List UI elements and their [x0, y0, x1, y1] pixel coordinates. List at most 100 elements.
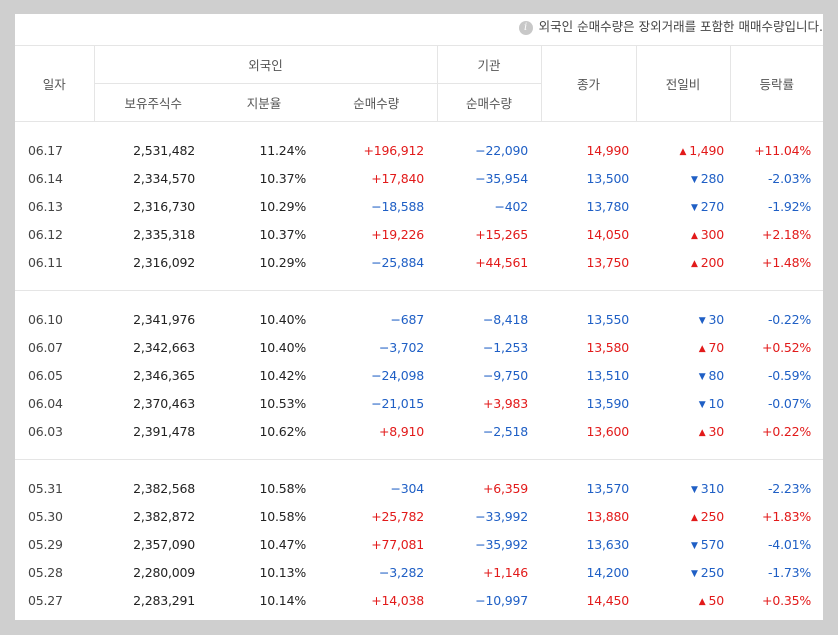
row-ratio: 10.58% — [259, 508, 307, 524]
row-holdings: 2,382,872 — [133, 508, 195, 524]
row-ratio: 10.40% — [259, 311, 307, 327]
row-diff-value: 310 — [700, 480, 725, 496]
row-diff-value: 80 — [708, 367, 725, 383]
triangle-down-icon: ▼ — [698, 315, 706, 326]
row-diff-value: 1,490 — [689, 142, 725, 158]
group-spacer — [15, 122, 823, 137]
row-holdings: 2,334,570 — [133, 170, 195, 186]
row-holdings: 2,335,318 — [133, 226, 195, 242]
row-inst-net: +3,983 — [482, 395, 529, 411]
row-diff: ▼ 250 — [636, 558, 730, 586]
table-row: 06.17 2,531,482 11.24% +196,912 −22,090 14,99… — [15, 136, 823, 164]
header-ratio: 지분율 — [212, 83, 316, 122]
table-row: 06.14 2,334,570 10.37% +17,840 −35,954 13,500… — [15, 164, 823, 192]
row-inst-net: −8,418 — [482, 311, 529, 327]
row-rate: +2.18% — [762, 226, 812, 242]
row-diff: ▲ 1,490 — [636, 136, 730, 164]
row-close: 14,200 — [586, 564, 630, 580]
row-rate: +0.22% — [762, 423, 812, 439]
row-holdings: 2,280,009 — [133, 564, 195, 580]
triangle-down-icon: ▼ — [691, 540, 698, 551]
header-foreign: 외국인 — [93, 45, 438, 84]
row-holdings: 2,531,482 — [133, 142, 195, 158]
row-diff: ▼ 30 — [636, 305, 730, 333]
row-holdings: 2,341,976 — [133, 311, 195, 327]
row-ratio: 10.29% — [259, 198, 307, 214]
row-rate: +0.52% — [762, 339, 812, 355]
row-ratio: 10.40% — [259, 339, 307, 355]
row-ratio: 10.13% — [259, 564, 307, 580]
triangle-up-icon: ▲ — [691, 512, 698, 523]
row-diff: ▼ 570 — [636, 530, 730, 558]
row-rate: +1.83% — [762, 508, 812, 524]
row-diff-value: 570 — [700, 536, 725, 552]
row-inst-net: +6,359 — [482, 480, 529, 496]
row-holdings: 2,382,568 — [133, 480, 195, 496]
row-inst-net: +1,146 — [482, 564, 529, 580]
row-date: 06.03 — [28, 423, 63, 439]
row-foreign-net: −25,884 — [371, 254, 425, 270]
row-foreign-net: +77,081 — [371, 536, 425, 552]
row-ratio: 11.24% — [259, 142, 307, 158]
investor-trading-panel: i 외국인 순매수량은 장외거래를 포함한 매매수량입니다. 일자 외국인 기관 … — [15, 14, 823, 620]
triangle-up-icon: ▲ — [698, 427, 706, 438]
row-holdings: 2,370,463 — [133, 395, 195, 411]
row-date: 06.12 — [28, 226, 63, 242]
row-date: 06.11 — [28, 254, 63, 270]
row-foreign-net: −21,015 — [371, 395, 425, 411]
row-close: 13,630 — [586, 536, 630, 552]
row-close: 13,780 — [586, 198, 630, 214]
row-diff: ▼ 310 — [636, 474, 730, 502]
row-diff: ▲ 200 — [636, 248, 730, 276]
row-ratio: 10.58% — [259, 480, 307, 496]
row-diff: ▲ 300 — [636, 220, 730, 248]
trading-table: 일자 외국인 기관 종가 전일비 등락률 보유주식수 지분율 순매수량 순매수량… — [15, 45, 823, 614]
row-foreign-net: +14,038 — [371, 592, 425, 608]
row-inst-net: −35,992 — [475, 536, 529, 552]
row-holdings: 2,316,730 — [133, 198, 195, 214]
row-close: 13,500 — [586, 170, 630, 186]
row-holdings: 2,357,090 — [133, 536, 195, 552]
triangle-down-icon: ▼ — [698, 399, 706, 410]
row-diff-value: 30 — [708, 311, 725, 327]
row-holdings: 2,283,291 — [133, 592, 195, 608]
row-close: 13,880 — [586, 508, 630, 524]
triangle-down-icon: ▼ — [691, 568, 698, 579]
row-date: 06.10 — [28, 311, 63, 327]
row-foreign-net: +25,782 — [371, 508, 425, 524]
notice-bar: i 외국인 순매수량은 장외거래를 포함한 매매수량입니다. — [518, 14, 823, 40]
row-date: 05.30 — [28, 508, 63, 524]
row-diff-value: 270 — [700, 198, 725, 214]
row-diff: ▲ 50 — [636, 586, 730, 614]
header-rate: 등락률 — [729, 45, 823, 122]
table-row: 06.05 2,346,365 10.42% −24,098 −9,750 13,510 ▼… — [15, 361, 823, 389]
row-close: 14,050 — [586, 226, 630, 242]
triangle-up-icon: ▲ — [691, 258, 698, 269]
row-diff-value: 300 — [700, 226, 725, 242]
row-close: 13,750 — [586, 254, 630, 270]
row-rate: +1.48% — [762, 254, 812, 270]
row-rate: -1.73% — [768, 564, 812, 580]
row-diff-value: 70 — [708, 339, 725, 355]
triangle-down-icon: ▼ — [691, 202, 698, 213]
row-diff: ▲ 250 — [636, 502, 730, 530]
row-diff: ▼ 280 — [636, 164, 730, 192]
row-rate: -4.01% — [768, 536, 812, 552]
info-icon[interactable]: i — [518, 21, 533, 35]
group-divider — [15, 276, 823, 291]
triangle-down-icon: ▼ — [691, 484, 698, 495]
row-diff: ▲ 30 — [636, 417, 730, 445]
row-rate: -0.22% — [768, 311, 812, 327]
row-diff-value: 250 — [700, 508, 725, 524]
table-row: 05.31 2,382,568 10.58% −304 +6,359 13,570 ▼ 310… — [15, 474, 823, 502]
row-holdings: 2,342,663 — [133, 339, 195, 355]
row-ratio: 10.37% — [259, 170, 307, 186]
row-inst-net: −9,750 — [482, 367, 529, 383]
row-diff: ▼ 10 — [636, 389, 730, 417]
table-row: 06.10 2,341,976 10.40% −687 −8,418 13,550 ▼ 30 -… — [15, 305, 823, 333]
triangle-up-icon: ▲ — [679, 146, 687, 157]
row-inst-net: −1,253 — [482, 339, 529, 355]
row-inst-net: +15,265 — [475, 226, 529, 242]
row-holdings: 2,391,478 — [133, 423, 195, 439]
row-foreign-net: −3,282 — [378, 564, 425, 580]
